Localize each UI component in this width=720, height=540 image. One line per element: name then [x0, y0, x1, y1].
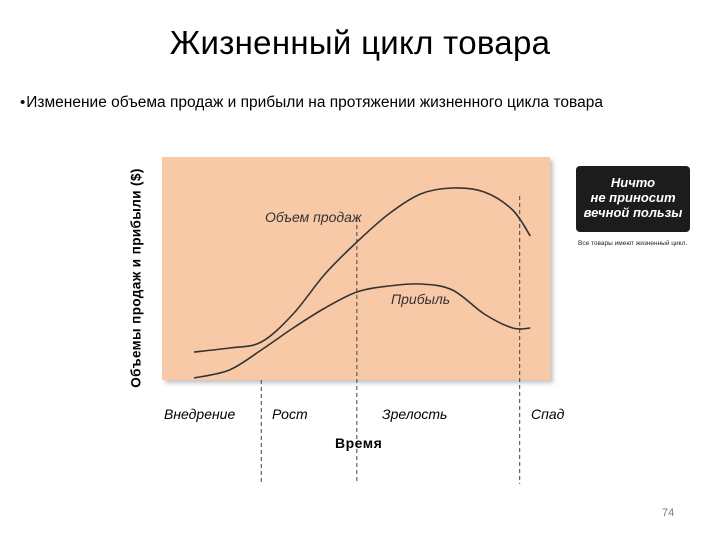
stamp-caption: Все товары имеют жизненный цикл. [578, 240, 688, 247]
phase-label: Зрелость [382, 406, 448, 422]
phase-label: Спад [531, 406, 565, 422]
page-number: 74 [662, 507, 675, 519]
sales-label: Объем продаж [265, 209, 363, 225]
sales-curve [193, 187, 531, 353]
phase-label: Рост [272, 406, 308, 422]
slide-title: Жизненный цикл товара [169, 24, 551, 61]
profit-label: Прибыль [391, 291, 450, 307]
plot-area [162, 157, 550, 380]
profit-curve [193, 283, 531, 379]
phase-label: Внедрение [164, 406, 236, 422]
slide-subtitle: •Изменение объема продаж и прибыли на пр… [20, 94, 710, 112]
bullet-marker: • [20, 94, 26, 111]
stamp-logo: Ничто не приносит вечной пользы [576, 166, 690, 232]
x-axis-label: Время [335, 435, 383, 451]
subtitle-text: Изменение объема продаж и прибыли на про… [26, 94, 603, 111]
